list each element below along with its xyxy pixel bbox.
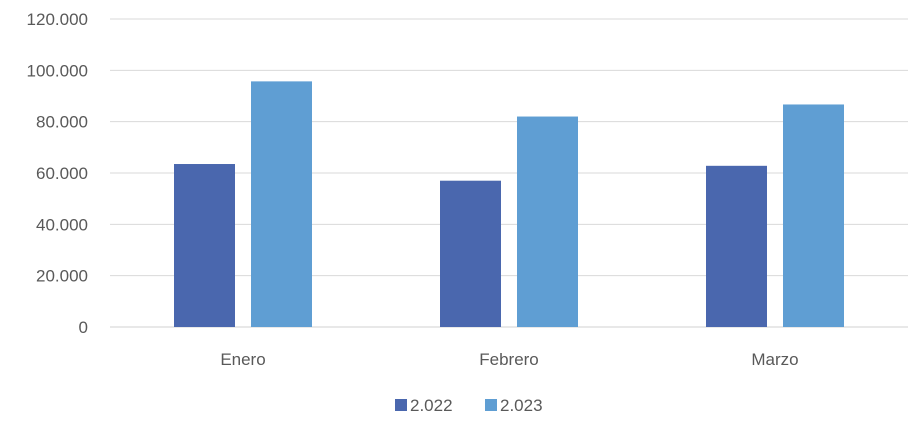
- gridlines: [110, 18, 908, 328]
- legend-swatch: [395, 399, 407, 411]
- y-tick-label: 100.000: [27, 61, 88, 80]
- y-tick-label: 0: [79, 318, 88, 337]
- y-tick-label: 60.000: [36, 164, 88, 183]
- x-axis-categories: Enero Febrero Marzo: [220, 350, 798, 369]
- bar-febrero-2022: [440, 180, 501, 327]
- y-tick-label: 40.000: [36, 215, 88, 234]
- y-tick-label: 80.000: [36, 113, 88, 132]
- bar-enero-2023: [251, 81, 312, 328]
- x-category-label: Febrero: [479, 350, 539, 369]
- x-category-label: Enero: [220, 350, 265, 369]
- bar-marzo-2023: [783, 104, 844, 327]
- legend-label: 2.022: [410, 396, 453, 415]
- y-axis-ticks: 0 20.000 40.000 60.000 80.000 100.000 120.000: [27, 10, 88, 337]
- bar-enero-2022: [174, 164, 235, 327]
- y-tick-label: 20.000: [36, 267, 88, 286]
- legend-label: 2.023: [500, 396, 543, 415]
- bar-marzo-2022: [706, 165, 767, 327]
- legend-swatch: [485, 399, 497, 411]
- x-category-label: Marzo: [751, 350, 798, 369]
- bars: [174, 81, 844, 328]
- y-tick-label: 120.000: [27, 10, 88, 29]
- legend: 2.022 2.023: [395, 396, 543, 415]
- bar-febrero-2023: [517, 116, 578, 328]
